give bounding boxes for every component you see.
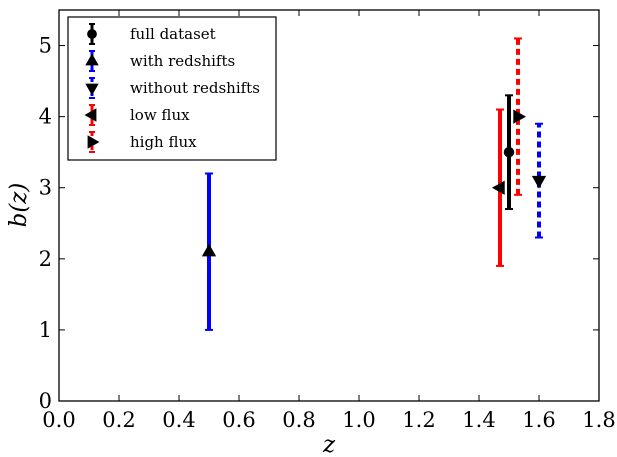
legend-marker (84, 108, 97, 122)
legend-marker (85, 53, 99, 66)
legend: full dataset with redshifts without redshi… (67, 16, 277, 161)
y-tick-label: 3 (39, 176, 52, 200)
x-tick-label: 1.2 (402, 408, 435, 432)
y-tick-label: 4 (39, 105, 52, 129)
x-tick-label: 0.4 (162, 408, 195, 432)
y-axis-ticks: 0 1 2 3 4 5 (39, 34, 599, 413)
legend-label: high flux (130, 133, 197, 151)
x-tick-label: 1.0 (342, 408, 375, 432)
legend-item: high flux (87, 131, 197, 153)
y-tick-label: 5 (39, 34, 52, 58)
data-points (201, 37, 547, 331)
legend-marker (87, 135, 100, 149)
y-tick-label: 0 (39, 389, 52, 413)
data-point (513, 109, 527, 124)
y-tick-label: 1 (39, 318, 52, 342)
data-point (201, 243, 217, 257)
y-tick-label: 2 (39, 247, 52, 271)
x-tick-label: 0.6 (222, 408, 255, 432)
legend-item: without redshifts (85, 77, 260, 99)
legend-item: with redshifts (85, 50, 235, 72)
data-point (531, 175, 547, 189)
x-tick-label: 0.8 (282, 408, 315, 432)
legend-label: full dataset (130, 25, 216, 43)
legend-item: full dataset (87, 23, 216, 45)
legend-label: with redshifts (130, 52, 235, 70)
y-axis-label: b(z) (6, 183, 32, 228)
legend-label: without redshifts (130, 79, 260, 97)
data-point (491, 180, 505, 195)
data-point (503, 146, 515, 158)
x-axis-ticks: 0.0 0.2 0.4 0.6 0.8 1.0 1.2 1.4 1.6 1.8 (42, 10, 616, 432)
legend-item: low flux (84, 104, 190, 126)
x-tick-label: 0.0 (42, 408, 75, 432)
legend-label: low flux (130, 106, 190, 124)
x-tick-label: 1.6 (522, 408, 555, 432)
legend-marker (87, 29, 97, 39)
legend-box (67, 16, 277, 161)
x-tick-label: 1.8 (582, 408, 615, 432)
x-tick-label: 0.2 (102, 408, 135, 432)
x-axis-label: z (322, 432, 336, 457)
legend-marker (85, 83, 99, 96)
x-tick-label: 1.4 (462, 408, 495, 432)
